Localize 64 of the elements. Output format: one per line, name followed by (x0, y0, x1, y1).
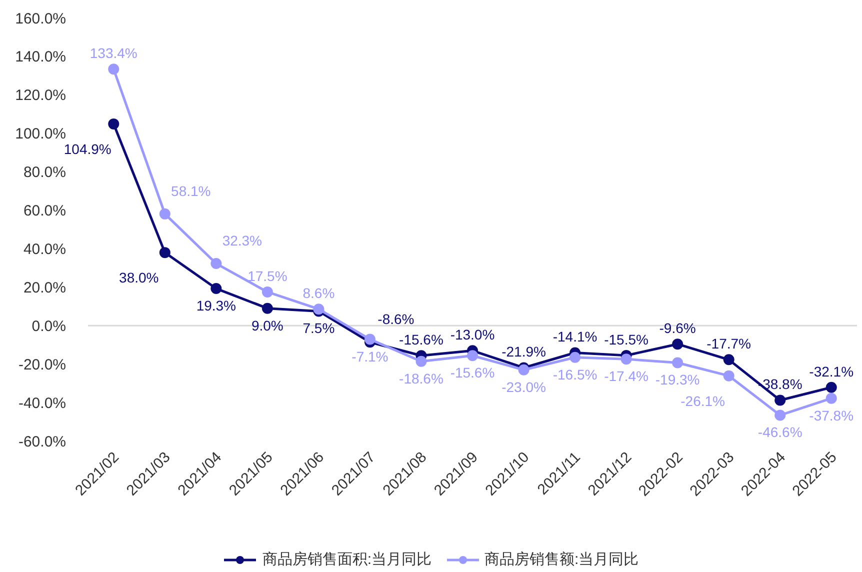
point (620, 354, 632, 365)
y-tick-label: 100.0% (15, 126, 66, 143)
data-label: -15.6% (450, 364, 495, 381)
y-tick-label: -20.0% (18, 356, 66, 374)
point (570, 352, 581, 363)
data-label: -17.4% (604, 368, 648, 384)
point (108, 118, 120, 130)
point (210, 258, 222, 270)
point (159, 208, 170, 220)
y-tick-label: 0.0% (32, 318, 66, 335)
point (262, 302, 273, 314)
point (467, 350, 478, 362)
point (108, 64, 120, 75)
data-label: 19.3% (196, 298, 236, 314)
point (262, 286, 273, 298)
point (723, 354, 734, 366)
data-label: -14.1% (552, 328, 598, 345)
point (774, 394, 786, 406)
y-tick-label: 40.0% (23, 240, 66, 258)
point (723, 370, 734, 382)
y-tick-label: 140.0% (15, 48, 66, 66)
data-label: -32.1% (809, 363, 854, 380)
data-label: -15.6% (399, 332, 444, 348)
data-label: 17.5% (248, 268, 288, 284)
y-tick-label: -40.0% (18, 394, 66, 412)
data-label: -23.0% (502, 378, 546, 395)
y-tick-label: 20.0% (23, 279, 66, 296)
data-label: -17.7% (706, 336, 752, 352)
data-label: 8.6% (302, 285, 335, 302)
data-label: -8.6% (378, 311, 414, 328)
y-tick-label: 120.0% (15, 87, 66, 104)
data-label: -19.3% (655, 372, 700, 388)
y-tick-label: -60.0% (18, 433, 66, 450)
data-label: -21.9% (502, 344, 546, 360)
data-label: 133.4% (90, 45, 138, 62)
data-label: -46.6% (758, 424, 802, 440)
data-label: -26.1% (680, 392, 726, 409)
data-label: 9.0% (251, 317, 284, 334)
data-label: 7.5% (302, 320, 335, 336)
y-tick-label: 80.0% (23, 164, 66, 182)
data-label: 58.1% (171, 182, 211, 199)
data-label: 104.9% (64, 140, 112, 157)
data-label: 32.3% (222, 232, 262, 249)
point (826, 382, 837, 393)
data-label: -13.0% (450, 326, 495, 343)
legend-label: 商品房销售面积:当月同比 (262, 550, 432, 569)
point (826, 392, 837, 404)
point (672, 357, 684, 368)
data-label: -16.5% (552, 366, 598, 382)
point (774, 410, 786, 421)
point (672, 338, 684, 350)
data-label: -7.1% (352, 348, 388, 364)
data-label: -18.6% (399, 370, 444, 386)
y-tick-label: 60.0% (23, 202, 66, 220)
data-label: -15.5% (604, 331, 648, 348)
y-tick-label: 160.0% (15, 10, 66, 28)
legend-label: 商品房销售额:当月同比 (484, 550, 639, 569)
point (210, 283, 222, 294)
point (416, 356, 427, 367)
point (159, 247, 170, 258)
point (364, 334, 376, 345)
data-label: 38.0% (119, 270, 159, 286)
data-label: -9.6% (659, 320, 696, 336)
data-label: -37.8% (809, 407, 854, 424)
